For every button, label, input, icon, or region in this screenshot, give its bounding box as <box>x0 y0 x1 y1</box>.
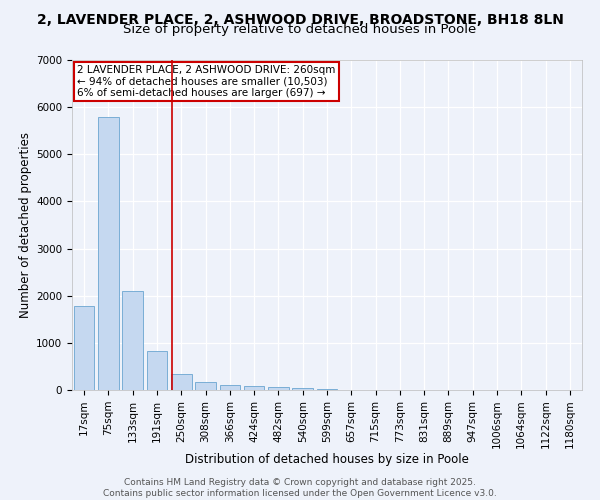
Bar <box>292 388 313 390</box>
Y-axis label: Number of detached properties: Number of detached properties <box>19 132 32 318</box>
Text: Contains HM Land Registry data © Crown copyright and database right 2025.
Contai: Contains HM Land Registry data © Crown c… <box>103 478 497 498</box>
Text: Size of property relative to detached houses in Poole: Size of property relative to detached ho… <box>124 22 476 36</box>
Bar <box>317 389 337 390</box>
Bar <box>146 352 167 390</box>
Bar <box>244 386 265 390</box>
Text: 2, LAVENDER PLACE, 2, ASHWOOD DRIVE, BROADSTONE, BH18 8LN: 2, LAVENDER PLACE, 2, ASHWOOD DRIVE, BRO… <box>37 12 563 26</box>
Bar <box>220 385 240 390</box>
Text: 2 LAVENDER PLACE, 2 ASHWOOD DRIVE: 260sqm
← 94% of detached houses are smaller (: 2 LAVENDER PLACE, 2 ASHWOOD DRIVE: 260sq… <box>77 65 335 98</box>
Bar <box>268 388 289 390</box>
X-axis label: Distribution of detached houses by size in Poole: Distribution of detached houses by size … <box>185 452 469 466</box>
Bar <box>122 292 143 390</box>
Bar <box>74 306 94 390</box>
Bar <box>195 382 216 390</box>
Bar <box>171 374 191 390</box>
Bar <box>98 116 119 390</box>
